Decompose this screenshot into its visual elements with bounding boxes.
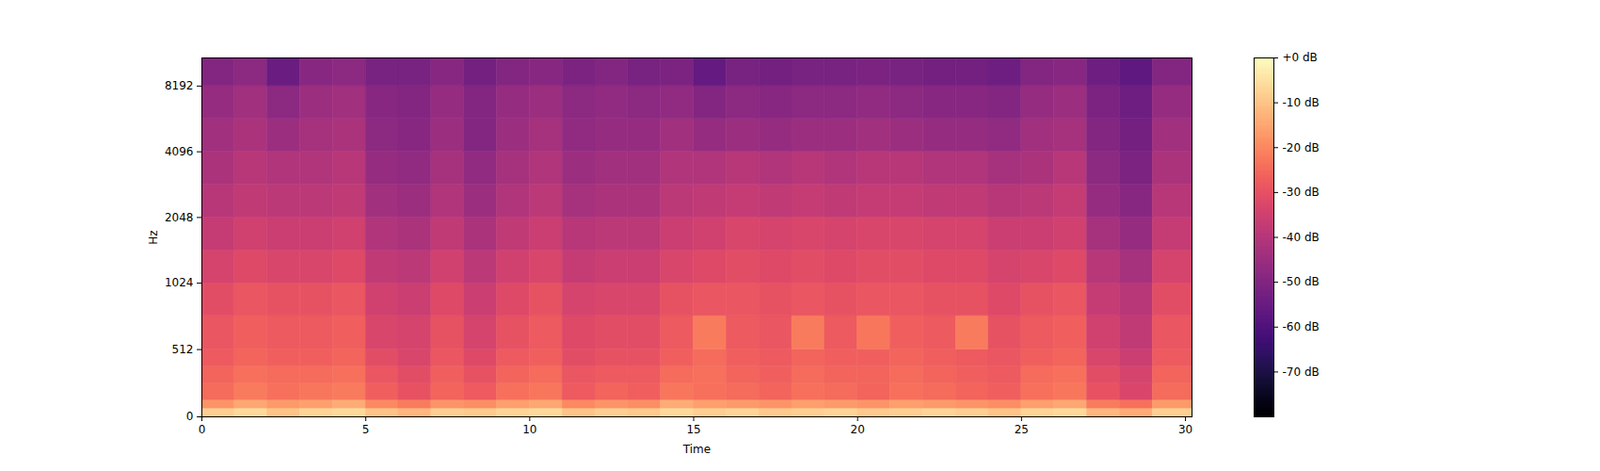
svg-text:+0 dB: +0 dB [1282,50,1318,64]
svg-text:-30 dB: -30 dB [1282,185,1320,199]
svg-text:-70 dB: -70 dB [1282,365,1320,379]
svg-text:0: 0 [186,409,194,423]
svg-text:Hz: Hz [146,229,160,244]
svg-text:0: 0 [198,422,207,436]
svg-text:-50 dB: -50 dB [1282,274,1320,288]
svg-text:10: 10 [522,422,537,436]
svg-text:30: 30 [1178,422,1193,436]
svg-text:2048: 2048 [164,210,194,224]
svg-text:512: 512 [172,342,194,356]
svg-text:-10 dB: -10 dB [1282,96,1320,110]
svg-text:25: 25 [1014,422,1029,436]
svg-text:-20 dB: -20 dB [1282,141,1320,155]
svg-text:-40 dB: -40 dB [1282,230,1320,244]
svg-text:4096: 4096 [164,144,194,159]
svg-text:-60 dB: -60 dB [1282,320,1320,334]
svg-text:1024: 1024 [164,275,194,289]
svg-text:20: 20 [850,422,865,436]
svg-text:15: 15 [686,422,701,436]
svg-text:Time: Time [682,442,711,456]
svg-text:8192: 8192 [164,79,194,93]
svg-text:5: 5 [362,422,370,436]
